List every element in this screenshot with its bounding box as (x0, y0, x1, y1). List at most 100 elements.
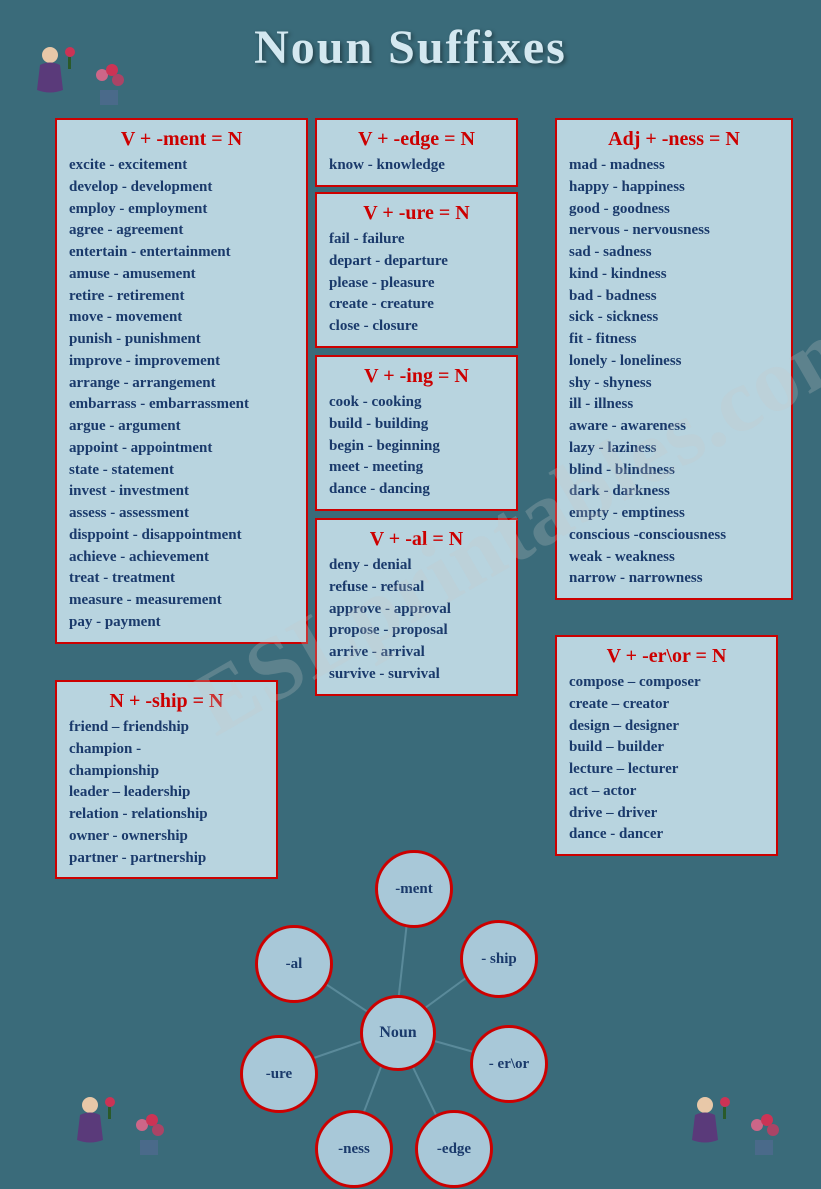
diagram-node: -ness (315, 1110, 393, 1188)
box-item: build – builder (569, 737, 764, 759)
figure-top-left (25, 40, 85, 110)
box-ing: V + -ing = N cook - cookingbuild - buildi… (315, 355, 518, 511)
box-item: sad - sadness (569, 242, 779, 264)
box-item: measure - measurement (69, 590, 294, 612)
box-item: mad - madness (569, 155, 779, 177)
box-item: argue - argument (69, 416, 294, 438)
box-item: relation - relationship (69, 804, 264, 826)
box-item: deny - denial (329, 555, 504, 577)
box-item: assess - assessment (69, 503, 294, 525)
box-item: propose - proposal (329, 620, 504, 642)
box-item: leader – leadership (69, 782, 264, 804)
box-item: meet - meeting (329, 457, 504, 479)
box-item: treat - treatment (69, 568, 294, 590)
box-item: create – creator (569, 694, 764, 716)
box-title-edge: V + -edge = N (329, 128, 504, 151)
box-title-ing: V + -ing = N (329, 365, 504, 388)
box-item: weak - weakness (569, 547, 779, 569)
box-item: improve - improvement (69, 351, 294, 373)
box-item: build - building (329, 414, 504, 436)
box-item: happy - happiness (569, 177, 779, 199)
box-item: create - creature (329, 294, 504, 316)
box-edge: V + -edge = Nknow - knowledge (315, 118, 518, 187)
box-ment: V + -ment = N excite - excitementdevelop … (55, 118, 308, 644)
flower-bottom-right (745, 1110, 785, 1160)
box-item: begin - beginning (329, 436, 504, 458)
box-item: bad - badness (569, 286, 779, 308)
box-item: narrow - narrowness (569, 568, 779, 590)
box-item: achieve - achievement (69, 547, 294, 569)
box-item: depart - departure (329, 251, 504, 273)
box-item: appoint - appointment (69, 438, 294, 460)
box-item: pay - payment (69, 612, 294, 634)
box-item: championship (69, 761, 264, 783)
box-item: dance - dancer (569, 824, 764, 846)
box-al: V + -al = N deny - denialrefuse - refusal… (315, 518, 518, 696)
box-item: arrange - arrangement (69, 373, 294, 395)
flower-top-left (90, 60, 130, 110)
box-item: entertain - entertainment (69, 242, 294, 264)
box-item: disppoint - disappointment (69, 525, 294, 547)
box-item: design – designer (569, 716, 764, 738)
box-item: approve - approval (329, 599, 504, 621)
box-item: punish - punishment (69, 329, 294, 351)
box-item: compose – composer (569, 672, 764, 694)
box-title-al: V + -al = N (329, 528, 504, 551)
box-item: act – actor (569, 781, 764, 803)
box-title-eror: V + -er\or = N (569, 645, 764, 668)
box-item: fit - fitness (569, 329, 779, 351)
box-item: amuse - amusement (69, 264, 294, 286)
box-item: good - goodness (569, 199, 779, 221)
box-item: empty - emptiness (569, 503, 779, 525)
box-item: employ - employment (69, 199, 294, 221)
box-item: conscious -consciousness (569, 525, 779, 547)
diagram-center-node: Noun (360, 995, 436, 1071)
box-item: sick - sickness (569, 307, 779, 329)
box-item: retire - retirement (69, 286, 294, 308)
box-title-ment: V + -ment = N (69, 128, 294, 151)
box-item: agree - agreement (69, 220, 294, 242)
box-eror: V + -er\or = N compose – composercreate –… (555, 635, 778, 856)
box-item: kind - kindness (569, 264, 779, 286)
diagram-node: -edge (415, 1110, 493, 1188)
diagram-node: -ure (240, 1035, 318, 1113)
box-item: ill - illness (569, 394, 779, 416)
box-item: lecture – lecturer (569, 759, 764, 781)
box-item: survive - survival (329, 664, 504, 686)
box-item: fail - failure (329, 229, 504, 251)
box-ness: Adj + -ness = N mad - madnesshappy - happ… (555, 118, 793, 600)
box-item: invest - investment (69, 481, 294, 503)
box-item: nervous - nervousness (569, 220, 779, 242)
box-item: dark - darkness (569, 481, 779, 503)
box-item: dance - dancing (329, 479, 504, 501)
box-item: lonely - loneliness (569, 351, 779, 373)
box-item: please - pleasure (329, 273, 504, 295)
box-item: blind - blindness (569, 460, 779, 482)
box-item: develop - development (69, 177, 294, 199)
box-title-ness: Adj + -ness = N (569, 128, 779, 151)
box-item: drive – driver (569, 803, 764, 825)
diagram-node: - er\or (470, 1025, 548, 1103)
suffix-diagram: Noun-ment- ship- er\or-edge-ness-ure-al (200, 840, 550, 1170)
box-item: excite - excitement (69, 155, 294, 177)
figure-bottom-right (680, 1090, 740, 1160)
diagram-node: -ment (375, 850, 453, 928)
box-item: lazy - laziness (569, 438, 779, 460)
box-item: refuse - refusal (329, 577, 504, 599)
box-item: embarrass - embarrassment (69, 394, 294, 416)
box-title-ship: N + -ship = N (69, 690, 264, 713)
box-item: cook - cooking (329, 392, 504, 414)
box-item: move - movement (69, 307, 294, 329)
box-item: shy - shyness (569, 373, 779, 395)
box-item: friend – friendship (69, 717, 264, 739)
box-ure: V + -ure = N fail - failuredepart - depar… (315, 192, 518, 348)
box-item: close - closure (329, 316, 504, 338)
diagram-node: -al (255, 925, 333, 1003)
box-item: aware - awareness (569, 416, 779, 438)
diagram-node: - ship (460, 920, 538, 998)
box-item: arrive - arrival (329, 642, 504, 664)
box-title-ure: V + -ure = N (329, 202, 504, 225)
figure-bottom-left (65, 1090, 125, 1160)
box-item: state - statement (69, 460, 294, 482)
box-item: champion - (69, 739, 264, 761)
